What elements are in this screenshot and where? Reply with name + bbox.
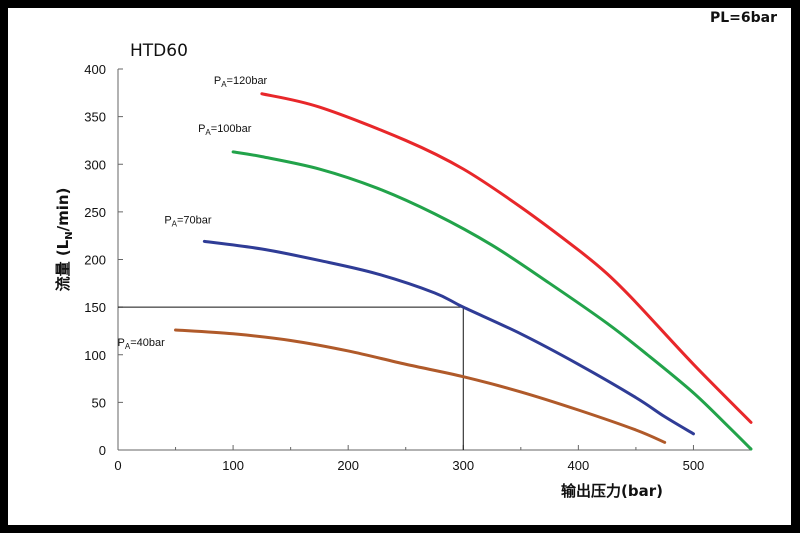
x-tick-label: 500 bbox=[683, 458, 705, 473]
curves bbox=[174, 92, 753, 451]
y-tick-label: 350 bbox=[84, 110, 106, 125]
x-tick-label: 400 bbox=[568, 458, 590, 473]
x-tick-label: 0 bbox=[114, 458, 121, 473]
curve-series-1 bbox=[231, 150, 753, 451]
flow-pressure-chart: 0 100 200 300 400 500 0 50 100 150 200 250 300 350 400… bbox=[54, 62, 753, 500]
x-tick-label: 100 bbox=[222, 458, 244, 473]
tick-labels: 0 100 200 300 400 500 0 50 100 150 200 250 300 350 400 bbox=[84, 62, 704, 473]
y-tick-label: 50 bbox=[92, 395, 106, 410]
chart-title: HTD60 bbox=[130, 41, 188, 61]
y-tick-label: 300 bbox=[84, 157, 106, 172]
curve-label-1: PA=100bar bbox=[198, 123, 252, 137]
curve-labels: PA=120bar PA=100bar PA=70bar PA=40bar bbox=[118, 75, 268, 351]
x-axis-title: 输出压力(bar) bbox=[561, 482, 663, 500]
curve-series-0 bbox=[260, 92, 753, 424]
pl-note: PL=6bar bbox=[709, 10, 777, 26]
reference-lines bbox=[118, 306, 464, 450]
curve-label-0: PA=120bar bbox=[214, 75, 268, 89]
chart-frame: PL=6bar HTD60 0 100 200 300 400 500 0 50 100 150 2… bbox=[8, 8, 791, 525]
y-tick-label: 200 bbox=[84, 253, 106, 268]
curve-label-2: PA=70bar bbox=[164, 214, 212, 228]
axes bbox=[117, 68, 752, 451]
x-tick-label: 200 bbox=[337, 458, 359, 473]
y-tick-label: 0 bbox=[99, 443, 106, 458]
y-tick-label: 400 bbox=[84, 62, 106, 77]
y-tick-label: 250 bbox=[84, 205, 106, 220]
y-axis-title: 流量 (LN/min) bbox=[54, 188, 75, 292]
curve-series-2 bbox=[202, 239, 695, 436]
curve-series-3 bbox=[174, 328, 667, 444]
y-tick-label: 100 bbox=[84, 348, 106, 363]
y-tick-label: 150 bbox=[84, 300, 106, 315]
curve-label-3: PA=40bar bbox=[118, 337, 166, 351]
x-tick-label: 300 bbox=[452, 458, 474, 473]
